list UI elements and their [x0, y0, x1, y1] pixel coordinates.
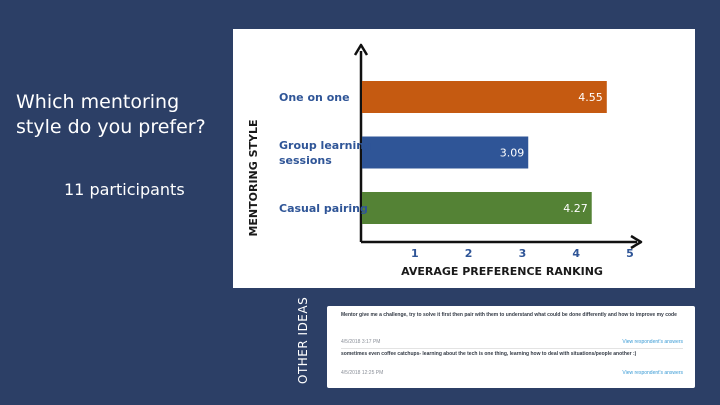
response-item: Mentor give me a challenge, try to solve…	[341, 312, 683, 349]
response-text: Mentor give me a challenge, try to solve…	[341, 312, 677, 318]
participant-count: 11 participants	[64, 180, 185, 199]
view-answers-link[interactable]: View respondent's answers	[622, 370, 683, 376]
response-text: sometimes even coffee catchups- learning…	[341, 351, 637, 357]
category-label: Casual pairing	[279, 202, 368, 215]
y-axis-label: MENTORING STYLE	[247, 119, 260, 236]
bar	[362, 192, 592, 224]
response-timestamp: 4/5/2018 3:17 PM	[341, 339, 381, 345]
category-labels: One on one Group learning sessions Casual p…	[279, 91, 372, 215]
x-axis-arrowhead	[630, 234, 643, 250]
other-ideas-label: OTHER IDEAS	[296, 296, 310, 384]
bar-value-label: 4.55	[578, 91, 603, 104]
slide-title: Which mentoring style do you prefer?	[16, 91, 206, 138]
bar-value-label: 4.27	[563, 202, 588, 215]
bar	[362, 81, 607, 113]
chart-card: 4.55 3.09 4.27 One on one Group learning ses…	[233, 29, 695, 288]
x-tick-label: 5	[626, 247, 634, 260]
category-label: Group learning sessions	[279, 139, 372, 167]
bar	[362, 136, 529, 169]
x-tick-label: 1	[411, 247, 419, 260]
category-label: One on one	[279, 91, 350, 104]
x-axis-label: AVERAGE PREFERENCE RANKING	[401, 265, 603, 278]
response-timestamp: 4/5/2018 12:25 PM	[341, 370, 384, 376]
y-axis-arrowhead	[353, 43, 369, 56]
x-tick-label: 2	[465, 247, 473, 260]
view-answers-link[interactable]: View respondent's answers	[622, 339, 683, 345]
response-item: sometimes even coffee catchups- learning…	[341, 351, 683, 379]
x-tick-label: 3	[519, 247, 527, 260]
x-tick-label: 4	[572, 247, 580, 260]
x-tick-labels: 1 2 3 4 5	[411, 247, 634, 260]
other-ideas-panel: Mentor give me a challenge, try to solve…	[327, 306, 695, 388]
bar-value-label: 3.09	[500, 147, 525, 160]
chart-bars: 4.55 3.09 4.27	[362, 81, 607, 224]
bar-chart: 4.55 3.09 4.27 One on one Group learning ses…	[247, 43, 643, 278]
chart-axes	[353, 43, 643, 250]
